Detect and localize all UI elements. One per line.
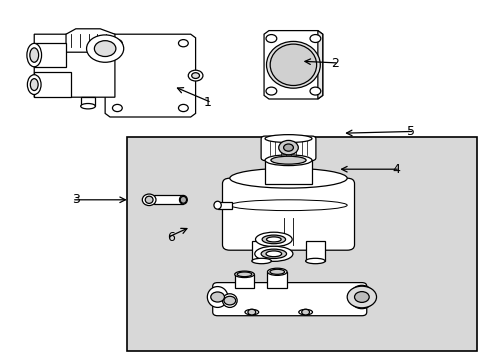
Ellipse shape [179,195,187,204]
Circle shape [224,296,235,305]
Ellipse shape [270,156,305,164]
Circle shape [283,144,293,151]
Ellipse shape [30,48,39,62]
Circle shape [247,309,255,315]
Ellipse shape [207,287,227,307]
Ellipse shape [180,197,186,203]
Ellipse shape [30,79,38,91]
Bar [217,202,232,209]
Ellipse shape [305,258,325,264]
Bar [251,241,271,261]
Ellipse shape [254,246,292,261]
Polygon shape [317,31,322,99]
Text: 6: 6 [167,231,175,244]
Ellipse shape [349,285,373,309]
Ellipse shape [214,201,221,209]
Circle shape [354,292,368,302]
Bar [234,274,254,288]
Ellipse shape [261,249,286,258]
Text: 5: 5 [406,125,414,138]
Ellipse shape [251,258,271,264]
Ellipse shape [237,272,251,277]
Text: 3: 3 [72,193,80,206]
Polygon shape [34,43,66,67]
Ellipse shape [27,44,41,67]
Ellipse shape [229,168,346,188]
Ellipse shape [298,310,312,315]
Circle shape [210,292,224,302]
Circle shape [346,286,376,308]
Polygon shape [66,29,115,52]
Bar [305,241,325,261]
FancyBboxPatch shape [212,283,366,316]
Circle shape [278,140,298,155]
Ellipse shape [266,237,281,242]
Text: 2: 2 [330,57,338,69]
Circle shape [188,70,203,81]
Bar [127,137,476,351]
Text: 4: 4 [391,163,399,176]
Ellipse shape [234,271,254,278]
Circle shape [112,104,122,112]
Polygon shape [105,34,195,117]
Ellipse shape [264,155,311,166]
Ellipse shape [27,75,41,94]
Polygon shape [34,34,115,97]
Circle shape [94,41,116,57]
Ellipse shape [145,196,153,203]
FancyBboxPatch shape [222,178,354,250]
Ellipse shape [255,232,292,247]
Bar [154,195,183,204]
Ellipse shape [270,44,316,86]
Ellipse shape [267,268,286,275]
Circle shape [112,40,122,47]
Circle shape [309,35,320,42]
Bar [267,272,286,288]
Ellipse shape [222,294,237,307]
Polygon shape [264,31,322,99]
Ellipse shape [269,269,284,274]
Text: 1: 1 [203,96,211,109]
FancyBboxPatch shape [261,136,315,161]
Bar [264,160,311,184]
Polygon shape [34,72,71,97]
Circle shape [191,73,199,78]
Circle shape [178,40,188,47]
Circle shape [86,35,123,62]
Ellipse shape [265,251,281,257]
Ellipse shape [244,310,258,315]
Ellipse shape [142,194,156,206]
Circle shape [265,35,276,42]
Ellipse shape [81,104,95,109]
Ellipse shape [266,41,320,88]
Circle shape [301,309,309,315]
Circle shape [178,104,188,112]
Polygon shape [81,97,95,106]
Circle shape [309,87,320,95]
Circle shape [265,87,276,95]
Ellipse shape [262,235,285,244]
Ellipse shape [264,135,311,143]
